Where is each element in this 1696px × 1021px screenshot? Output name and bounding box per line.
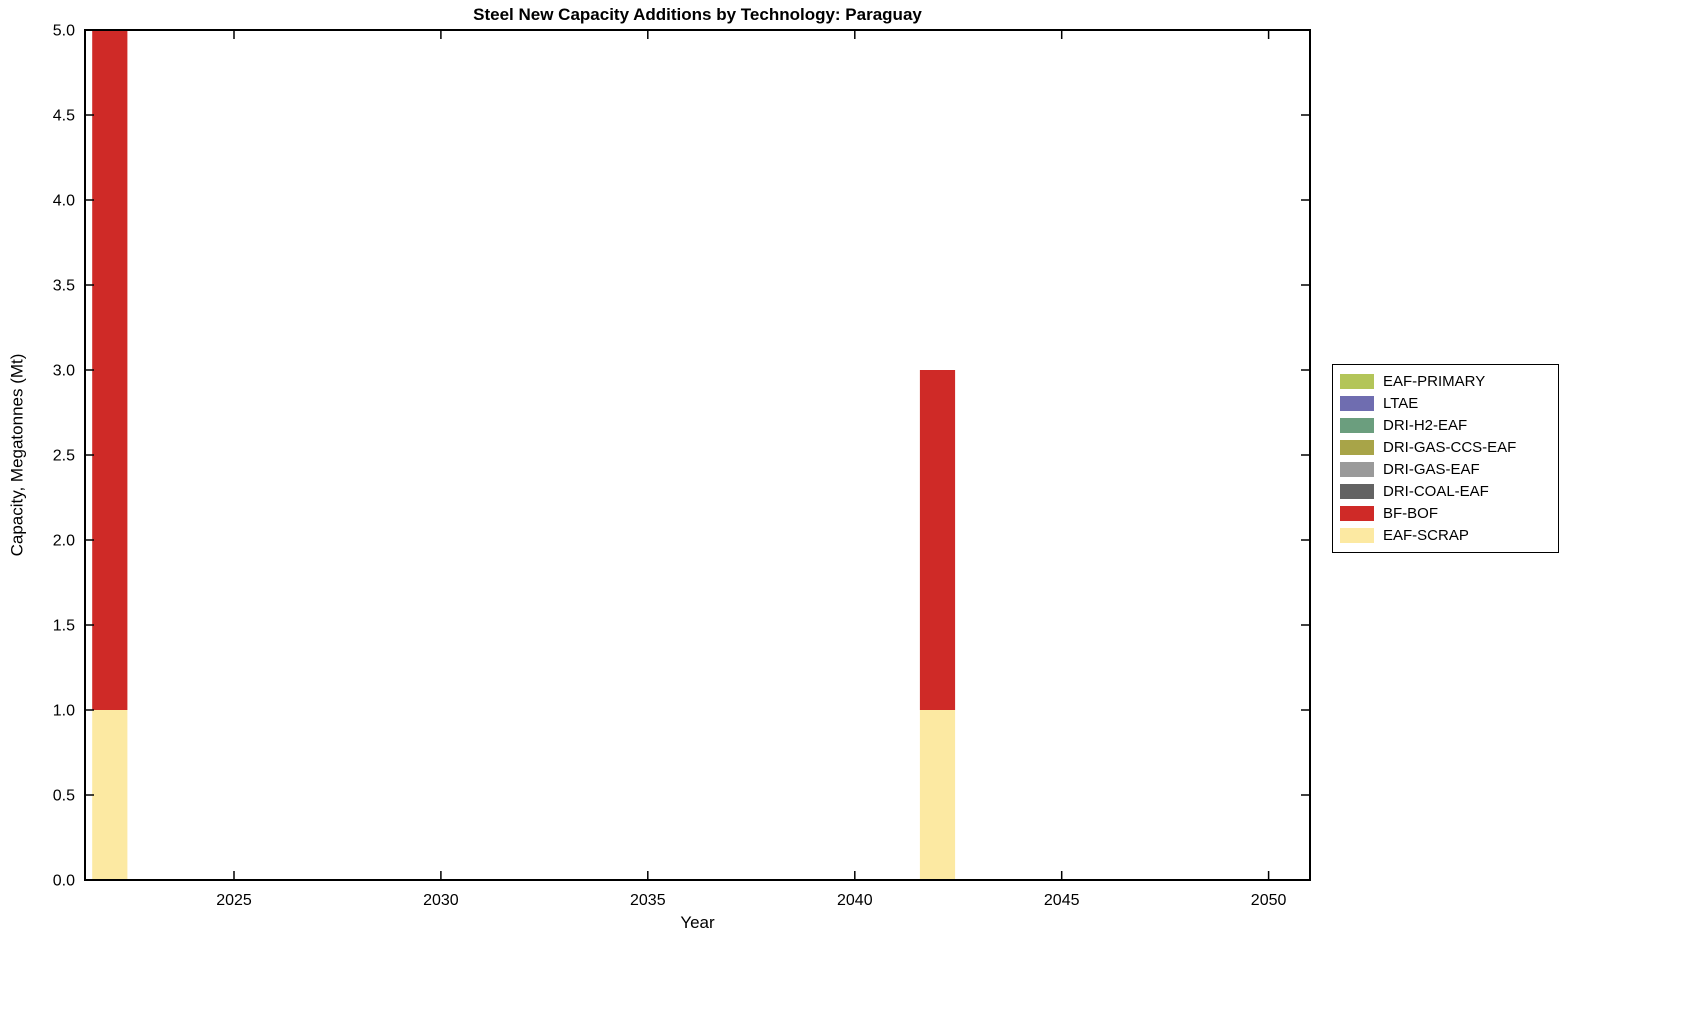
axes-box [84, 29, 1311, 881]
y-tick-label-0.5: 0.5 [53, 788, 75, 805]
y-tick-label-4.5: 4.5 [53, 108, 75, 125]
bar-segment-eaf-scrap-2022 [92, 710, 128, 880]
x-tick-label-2025: 2025 [216, 892, 252, 909]
legend-entry-dri-gas-ccs-eaf: DRI-GAS-CCS-EAF [1340, 437, 1550, 458]
bar-segment-bf-bof-2022 [92, 30, 128, 710]
legend-label-dri-gas-ccs-eaf: DRI-GAS-CCS-EAF [1383, 439, 1517, 456]
y-tick-label-0: 0.0 [53, 873, 75, 890]
y-tick-label-1: 1.0 [53, 703, 75, 720]
legend-entry-dri-gas-eaf: DRI-GAS-EAF [1340, 459, 1550, 480]
legend-entry-dri-h2-eaf: DRI-H2-EAF [1340, 415, 1550, 436]
legend-swatch-dri-gas-ccs-eaf [1340, 440, 1374, 455]
legend-swatch-dri-coal-eaf [1340, 484, 1374, 499]
legend-swatch-eaf-primary [1340, 374, 1374, 389]
legend-swatch-dri-h2-eaf [1340, 418, 1374, 433]
legend-label-bf-bof: BF-BOF [1383, 505, 1438, 522]
legend-label-eaf-scrap: EAF-SCRAP [1383, 527, 1469, 544]
legend-label-dri-coal-eaf: DRI-COAL-EAF [1383, 483, 1489, 500]
y-tick-label-2: 2.0 [53, 533, 75, 550]
x-tick-label-2045: 2045 [1044, 892, 1080, 909]
bar-segment-eaf-scrap-2042 [919, 710, 956, 880]
legend-entry-bf-bof: BF-BOF [1340, 503, 1550, 524]
legend-swatch-dri-gas-eaf [1340, 462, 1374, 477]
y-tick-label-3: 3.0 [53, 363, 75, 380]
legend-entry-eaf-primary: EAF-PRIMARY [1340, 371, 1550, 392]
y-tick-label-3.5: 3.5 [53, 278, 75, 295]
legend-swatch-eaf-scrap [1340, 528, 1374, 543]
legend-swatch-ltae [1340, 396, 1374, 411]
legend-label-dri-h2-eaf: DRI-H2-EAF [1383, 417, 1468, 434]
x-tick-label-2040: 2040 [837, 892, 873, 909]
chart-title: Steel New Capacity Additions by Technolo… [473, 5, 922, 24]
y-tick-label-1.5: 1.5 [53, 618, 75, 635]
y-tick-label-2.5: 2.5 [53, 448, 75, 465]
legend-label-dri-gas-eaf: DRI-GAS-EAF [1383, 461, 1480, 478]
x-tick-label-2050: 2050 [1251, 892, 1287, 909]
legend-label-eaf-primary: EAF-PRIMARY [1383, 373, 1486, 390]
x-axis-label: Year [680, 913, 715, 932]
legend-entry-ltae: LTAE [1340, 393, 1550, 414]
legend: EAF-PRIMARY LTAE DRI-H2-EAF DRI-GAS-CCS-EAF… [1332, 364, 1559, 553]
x-tick-label-2030: 2030 [423, 892, 459, 909]
y-tick-label-4: 4.0 [53, 193, 75, 210]
legend-entry-dri-coal-eaf: DRI-COAL-EAF [1340, 481, 1550, 502]
legend-label-ltae: LTAE [1383, 395, 1419, 412]
legend-swatch-bf-bof [1340, 506, 1374, 521]
legend-entry-eaf-scrap: EAF-SCRAP [1340, 525, 1550, 546]
y-tick-label-5: 5.0 [53, 23, 75, 40]
bar-segment-bf-bof-2042 [919, 370, 956, 710]
x-tick-label-2035: 2035 [630, 892, 666, 909]
